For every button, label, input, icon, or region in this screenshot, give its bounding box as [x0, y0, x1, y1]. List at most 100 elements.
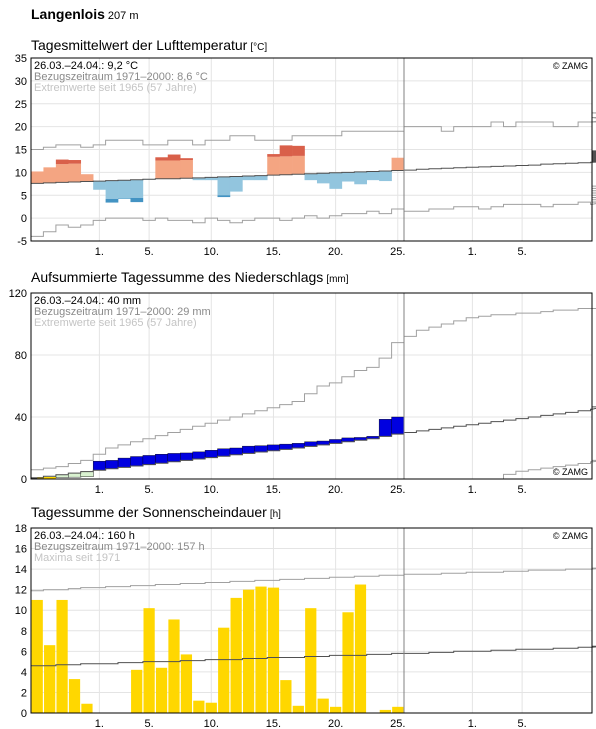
- temperature-x-tick-label: 5.: [518, 246, 527, 258]
- temperature-max-extreme-line: [31, 112, 596, 150]
- temperature-bar: [379, 171, 392, 182]
- precipitation-unit: [mm]: [326, 274, 349, 285]
- temperature-bar: [192, 177, 206, 181]
- sunshine-bar: [267, 587, 280, 713]
- sunshine-bar: [354, 584, 367, 713]
- temperature-y-tick-label: 35: [15, 53, 27, 65]
- sunshine-bar: [230, 597, 242, 713]
- temperature-y-tick-label: 30: [15, 76, 27, 88]
- temperature-title: Tagesmittelwert der Lufttemperatur: [31, 37, 248, 53]
- temperature-bar-strong: [267, 154, 280, 157]
- temperature-panel-title: Tagesmittelwert der Lufttemperatur [°C]: [31, 37, 267, 53]
- temperature-bar: [130, 179, 144, 198]
- precipitation-bar: [192, 451, 206, 460]
- sunshine-y-tick-label: 18: [15, 523, 27, 535]
- precipitation-bar: [117, 457, 131, 468]
- sunshine-bar: [68, 679, 81, 713]
- temperature-bar: [329, 172, 343, 189]
- temperature-credit: © ZAMG: [553, 61, 588, 71]
- sunshine-bar: [205, 702, 217, 713]
- precipitation-x-tick-label: 5.: [145, 484, 154, 496]
- precipitation-panel-title: Aufsummierte Tagessumme des Niederschlag…: [31, 269, 349, 285]
- precipitation-title: Aufsummierte Tagessumme des Niederschlag…: [31, 269, 324, 285]
- temperature-x-tick-label: 5.: [145, 246, 154, 258]
- sunshine-bar: [218, 627, 230, 713]
- temperature-x-tick-label: 20.: [328, 246, 343, 258]
- sunshine-bar: [44, 645, 56, 713]
- precipitation-bar: [142, 455, 156, 465]
- temperature-bar: [205, 177, 218, 181]
- sunshine-y-tick-label: 14: [15, 564, 27, 576]
- temperature-bar-strong: [105, 198, 119, 203]
- temperature-bar: [118, 180, 131, 199]
- temperature-bar: [292, 155, 305, 175]
- sunshine-bar: [143, 608, 155, 713]
- precipitation-x-tick-label: 1.: [95, 484, 104, 496]
- sunshine-extremes-label: Maxima seit 1971: [34, 552, 120, 564]
- precipitation-max-extreme-line: [31, 308, 596, 471]
- precipitation-bar: [378, 419, 393, 437]
- precipitation-bar: [167, 453, 181, 462]
- temperature-bar-strong: [55, 159, 69, 165]
- station-altitude: 207 m: [107, 10, 139, 22]
- precipitation-bar: [316, 440, 330, 446]
- precipitation-bar: [391, 416, 405, 435]
- temperature-bar-strong: [155, 157, 169, 161]
- temperature-min-extreme-line: [31, 185, 596, 237]
- sunshine-panel-title: Tagessumme der Sonnenscheindauer [h]: [31, 504, 281, 520]
- precipitation-x-tick-label: 20.: [328, 484, 343, 496]
- temperature-y-tick-label: 0: [21, 213, 27, 225]
- station-name: Langenlois: [31, 6, 105, 22]
- temperature-bar: [43, 167, 57, 183]
- precipitation-y-tick-label: 120: [9, 288, 27, 300]
- precipitation-credit: © ZAMG: [553, 467, 588, 477]
- precipitation-y-tick-label: 80: [15, 350, 27, 362]
- precipitation-bar: [304, 441, 318, 447]
- temperature-x-tick-label: 1.: [468, 246, 477, 258]
- sunshine-x-tick-label: 1.: [468, 718, 477, 729]
- sunshine-x-tick-label: 25.: [390, 718, 405, 729]
- precipitation-extremes-label: Extremwerte seit 1965 (57 Jahre): [34, 317, 197, 329]
- sunshine-bar: [317, 698, 329, 713]
- temperature-bar-strong: [217, 195, 231, 198]
- temperature-bar: [229, 176, 243, 192]
- sunshine-credit: © ZAMG: [553, 531, 588, 541]
- sunshine-bar: [242, 589, 255, 713]
- precipitation-period-label: 26.03.–24.04.: 40 mm: [34, 295, 141, 307]
- temperature-bar: [316, 173, 330, 184]
- sunshine-bar: [342, 612, 354, 713]
- temperature-bar: [105, 180, 119, 199]
- sunshine-unit: [h]: [269, 509, 281, 520]
- temperature-bar-strong: [279, 145, 293, 157]
- temperature-bar: [242, 176, 256, 181]
- temperature-y-tick-label: 10: [15, 167, 27, 179]
- precipitation-bar: [80, 471, 94, 477]
- sunshine-x-tick-label: 5.: [518, 718, 527, 729]
- temperature-bar: [267, 156, 280, 176]
- sunshine-title: Tagessumme der Sonnenscheindauer: [31, 504, 267, 520]
- temperature-x-tick-label: 25.: [390, 246, 405, 258]
- precipitation-bar: [179, 452, 194, 461]
- sunshine-y-tick-label: 16: [15, 544, 27, 556]
- temperature-bar: [155, 160, 169, 179]
- temperature-bar-strong: [167, 154, 181, 161]
- temperature-bar-strong: [180, 158, 193, 161]
- precipitation-bar: [254, 445, 268, 453]
- temperature-y-tick-label: -5: [17, 236, 27, 248]
- sunshine-bar: [255, 586, 267, 713]
- temperature-bar: [55, 164, 69, 183]
- temperature-y-tick-label: 5: [21, 190, 27, 202]
- sunshine-period-label: 26.03.–24.04.: 160 h: [34, 530, 135, 542]
- precipitation-plot: [30, 292, 596, 480]
- sunshine-x-tick-label: 1.: [95, 718, 104, 729]
- temperature-bar: [341, 172, 355, 182]
- sunshine-bar: [56, 599, 68, 713]
- temperature-bar: [180, 160, 193, 179]
- temperature-normal-line: [31, 150, 596, 184]
- temperature-bar: [354, 171, 367, 185]
- sunshine-reference-label: Bezugszeitraum 1971–2000: 157 h: [34, 541, 205, 553]
- sunshine-bar: [305, 608, 317, 713]
- precipitation-y-tick-label: 40: [15, 412, 27, 424]
- precipitation-x-tick-label: 5.: [518, 484, 527, 496]
